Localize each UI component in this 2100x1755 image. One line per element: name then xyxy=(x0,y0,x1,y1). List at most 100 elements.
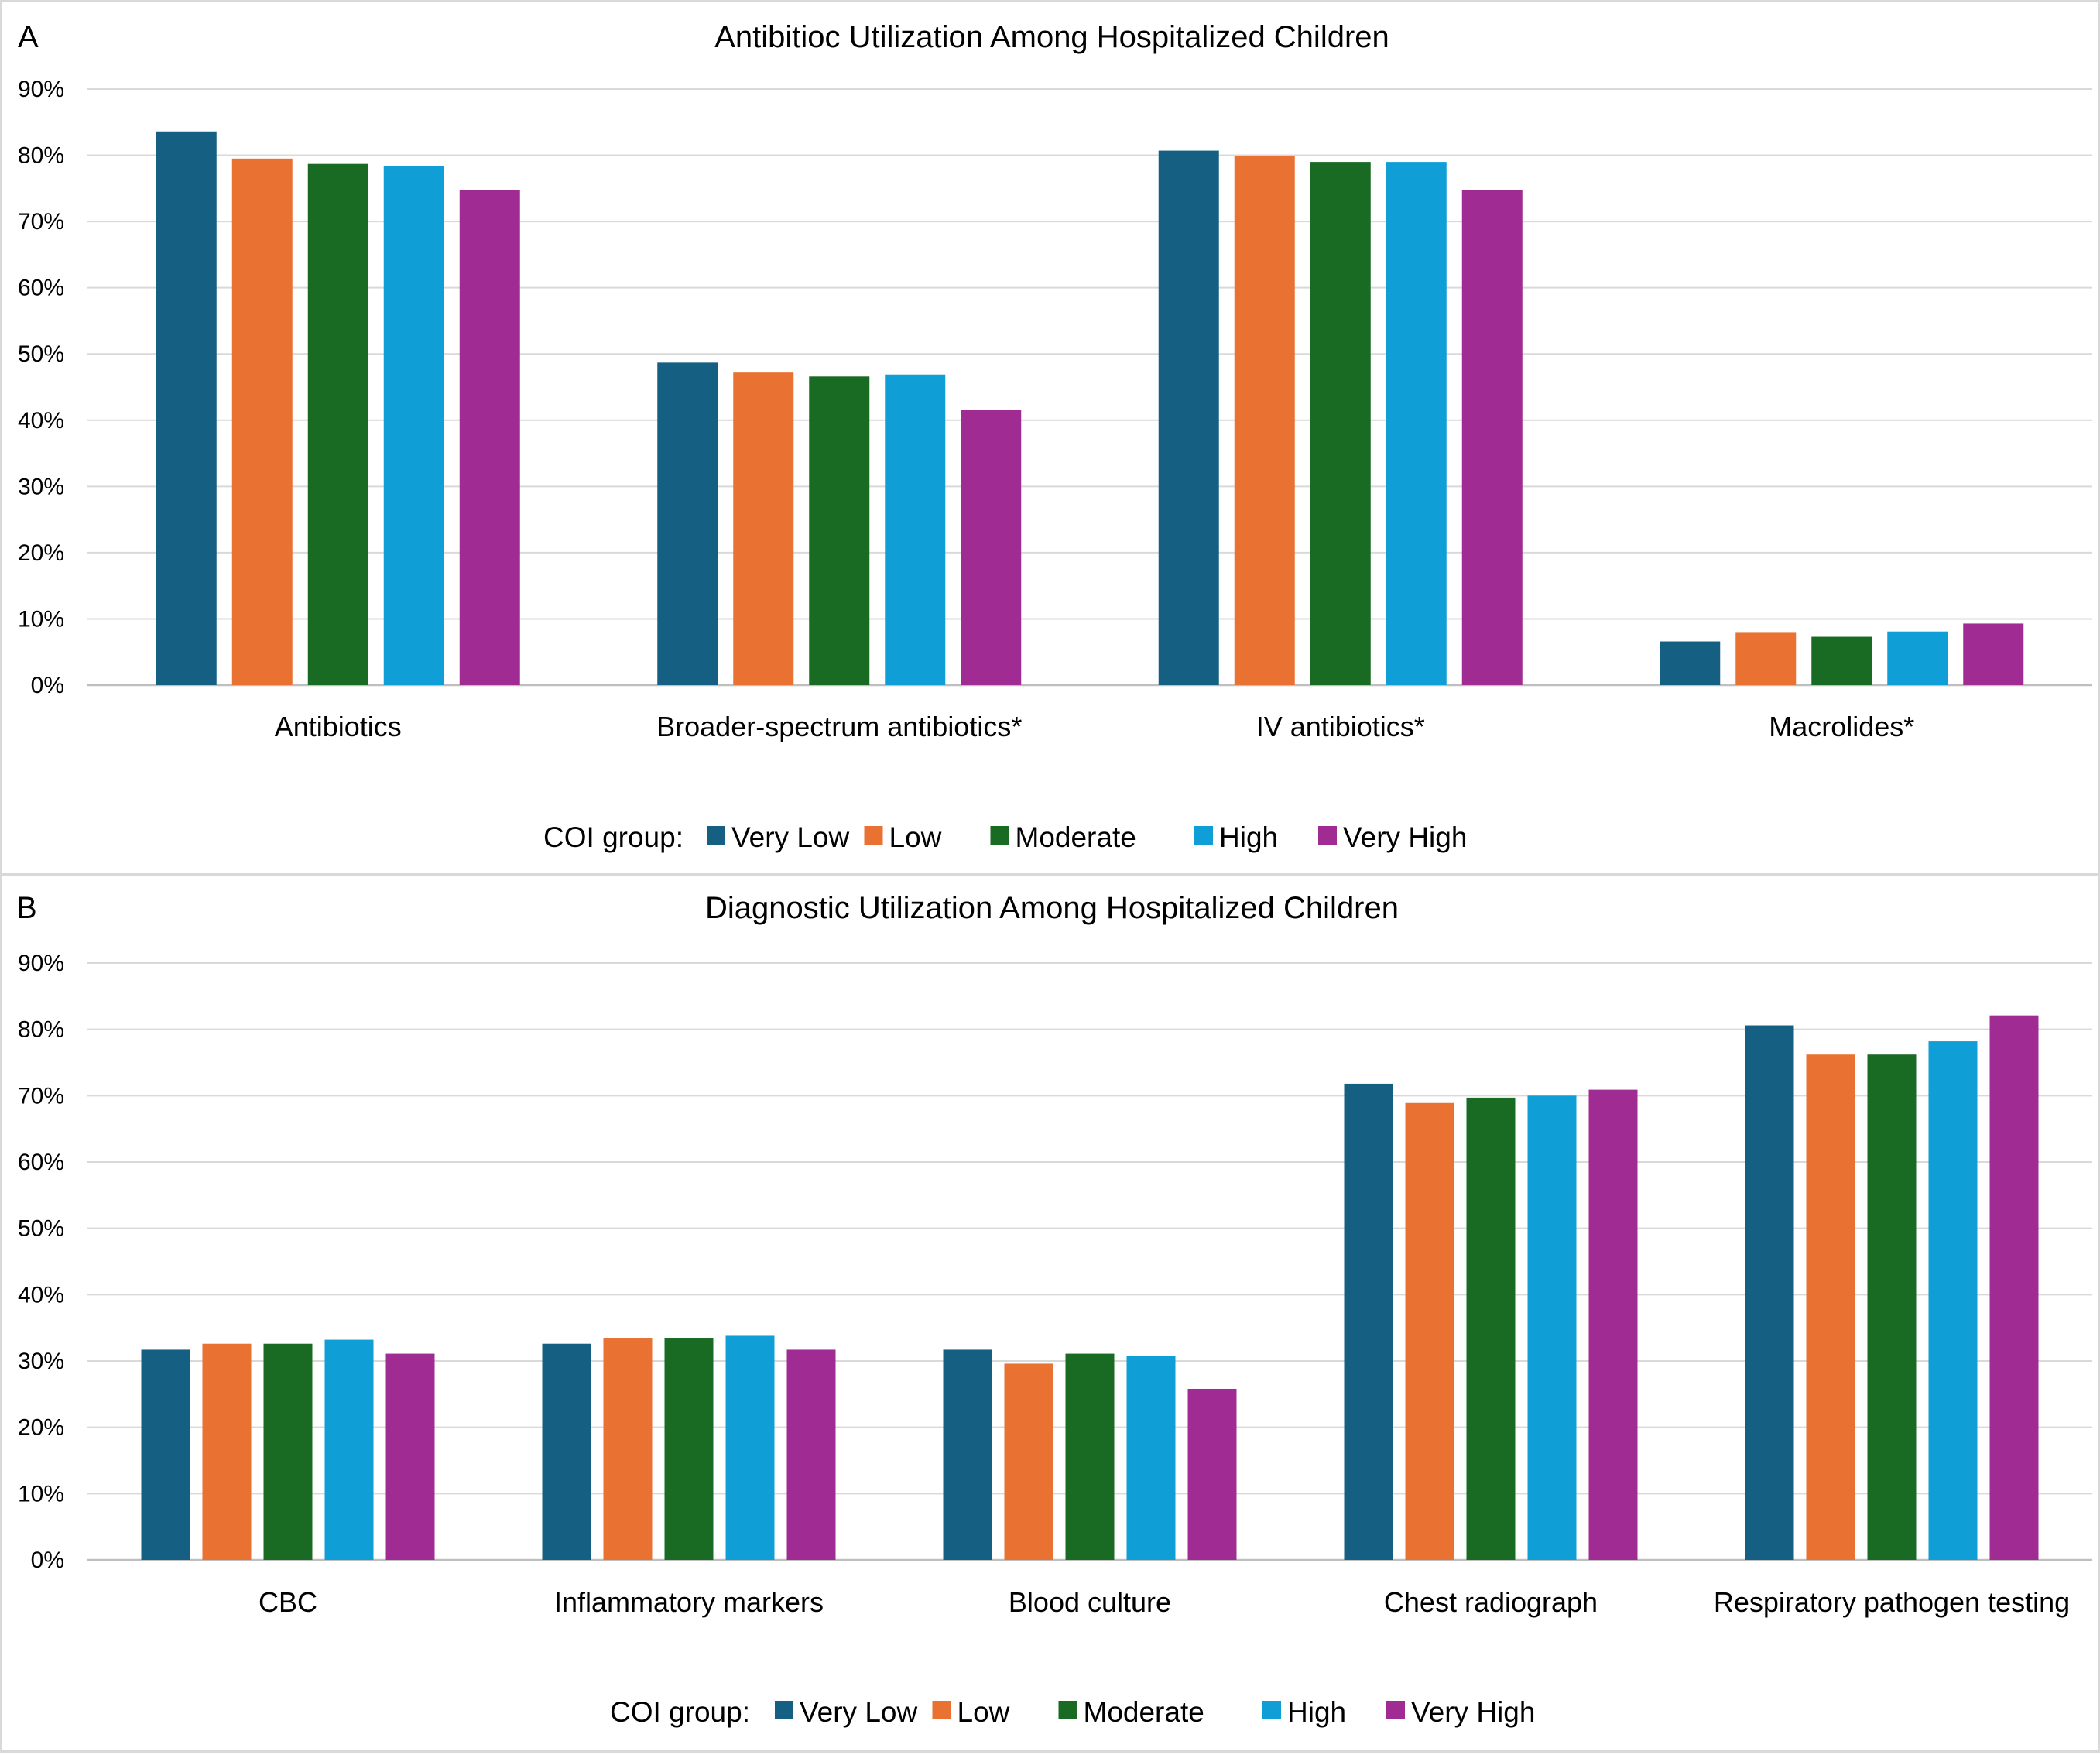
panel-b: B Diagnostic Utilization Among Hospitaliz… xyxy=(0,873,2100,1753)
legend-label: High xyxy=(1219,821,1278,853)
bar xyxy=(1887,631,1948,685)
bar xyxy=(1588,1089,1638,1560)
y-tick-label: 90% xyxy=(18,951,64,976)
bar xyxy=(307,163,368,685)
legend-label: Very Low xyxy=(731,821,849,853)
bar xyxy=(725,1335,775,1560)
category-label: CBC xyxy=(259,1586,317,1618)
y-tick-label: 40% xyxy=(18,408,64,434)
bar xyxy=(809,376,870,685)
bar xyxy=(1735,632,1797,685)
legend-label: Very High xyxy=(1411,1696,1535,1728)
bar xyxy=(1466,1097,1516,1560)
panel-label: B xyxy=(16,891,37,925)
bar xyxy=(202,1343,252,1560)
y-tick-label: 20% xyxy=(18,540,64,566)
bar xyxy=(324,1339,374,1560)
legend-label: Moderate xyxy=(1016,821,1136,853)
bar xyxy=(263,1343,313,1560)
bar xyxy=(141,1349,190,1560)
y-tick-label: 80% xyxy=(18,1017,64,1043)
bar xyxy=(542,1343,591,1560)
bar xyxy=(961,410,1022,685)
category-label: Chest radiograph xyxy=(1384,1586,1598,1618)
y-tick-label: 30% xyxy=(18,474,64,499)
category-label: Macrolides* xyxy=(1769,711,1914,742)
y-tick-label: 10% xyxy=(18,606,64,632)
bar xyxy=(1386,162,1447,686)
bar xyxy=(156,131,217,685)
bar xyxy=(1126,1356,1176,1560)
legend-swatch xyxy=(775,1701,793,1719)
category-label: Inflammatory markers xyxy=(554,1586,824,1618)
bar xyxy=(1811,636,1872,685)
bar xyxy=(1158,150,1219,686)
bar xyxy=(1806,1054,1855,1560)
category-label: IV antibiotics* xyxy=(1256,711,1425,742)
legend-swatch xyxy=(1318,826,1337,845)
bar xyxy=(664,1338,714,1560)
legend-swatch xyxy=(1058,1701,1077,1719)
legend-label: Very High xyxy=(1343,821,1467,853)
y-tick-label: 60% xyxy=(18,276,64,301)
legend-label: Low xyxy=(889,821,942,853)
bar xyxy=(383,166,444,685)
bar xyxy=(786,1349,836,1560)
bar xyxy=(1989,1015,2039,1560)
category-label: Respiratory pathogen testing xyxy=(1714,1586,2070,1618)
legend-label: Very Low xyxy=(800,1696,917,1728)
bar xyxy=(459,190,520,686)
y-tick-label: 10% xyxy=(18,1481,64,1506)
y-tick-label: 90% xyxy=(18,77,64,102)
category-label: Antibiotics xyxy=(275,711,402,742)
bar xyxy=(1344,1083,1393,1560)
legend-swatch xyxy=(932,1701,951,1719)
bar xyxy=(1963,623,2024,685)
legend-swatch xyxy=(864,826,883,845)
bar xyxy=(1527,1095,1577,1560)
bar xyxy=(1660,641,1721,685)
y-tick-label: 50% xyxy=(18,1216,64,1242)
legend-label: Low xyxy=(958,1696,1010,1728)
bar xyxy=(385,1353,435,1560)
chart-b: B Diagnostic Utilization Among Hospitaliz… xyxy=(16,891,2092,1728)
category-label: Broader-spectrum antibiotics* xyxy=(656,711,1022,742)
bar xyxy=(1461,190,1523,686)
bar xyxy=(943,1349,992,1560)
bar xyxy=(1187,1388,1237,1560)
y-tick-label: 60% xyxy=(18,1150,64,1175)
y-tick-label: 30% xyxy=(18,1349,64,1374)
bar xyxy=(885,374,946,685)
y-tick-label: 80% xyxy=(18,143,64,169)
bar xyxy=(1310,162,1371,686)
bar xyxy=(1405,1102,1454,1560)
y-tick-label: 40% xyxy=(18,1282,64,1308)
bar xyxy=(733,372,794,685)
legend-title: COI group: xyxy=(543,821,683,853)
chart-title: Antibitioc Utilization Among Hospitalize… xyxy=(714,20,1389,54)
legend-swatch xyxy=(707,826,725,845)
bar xyxy=(1745,1025,1794,1560)
y-tick-label: 70% xyxy=(18,209,64,235)
y-tick-label: 0% xyxy=(31,1548,64,1573)
chart-title: Diagnostic Utilization Among Hospitalize… xyxy=(705,891,1399,925)
bar xyxy=(1234,156,1295,685)
chart-a: A Antibitioc Utilization Among Hospitaliz… xyxy=(18,20,2092,853)
legend-swatch xyxy=(1262,1701,1281,1719)
bar xyxy=(603,1338,653,1560)
bar xyxy=(1065,1353,1115,1560)
bar xyxy=(1004,1363,1053,1560)
panel-a: A Antibitioc Utilization Among Hospitaliz… xyxy=(0,0,2100,876)
panel-label: A xyxy=(18,20,39,54)
bar xyxy=(1867,1054,1917,1560)
y-tick-label: 0% xyxy=(31,673,64,698)
legend-swatch xyxy=(1386,1701,1405,1719)
legend-title: COI group: xyxy=(610,1696,750,1728)
bar xyxy=(231,158,293,686)
y-tick-label: 70% xyxy=(18,1083,64,1109)
category-label: Blood culture xyxy=(1009,1586,1171,1618)
y-tick-label: 50% xyxy=(18,341,64,367)
legend-swatch xyxy=(1194,826,1213,845)
y-tick-label: 20% xyxy=(18,1415,64,1441)
bar xyxy=(657,362,718,685)
